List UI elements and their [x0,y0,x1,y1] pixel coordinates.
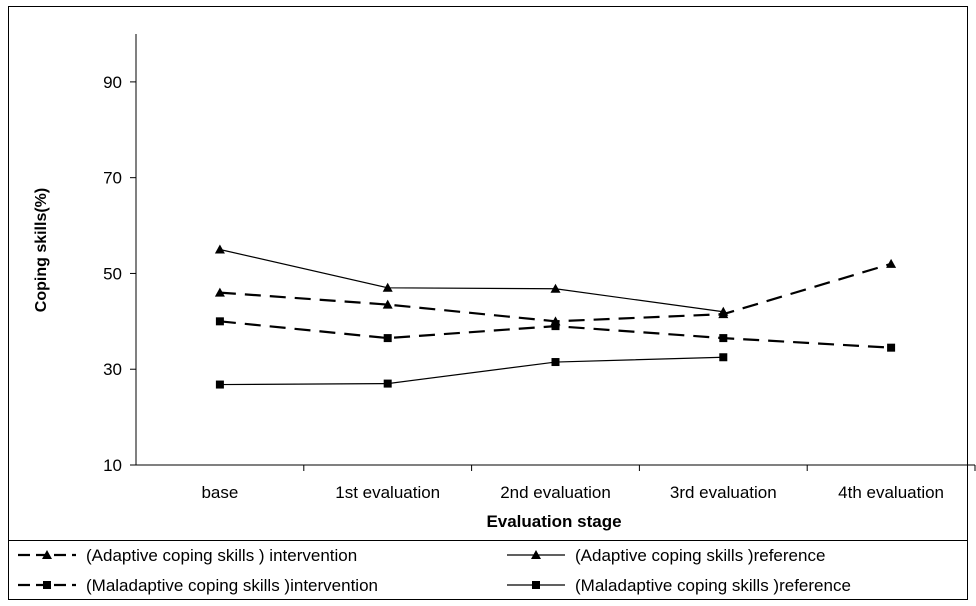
data-point-s3-1 [383,379,392,388]
series-line-1 [219,248,724,313]
legend-label-3: (Maladaptive coping skills )reference [575,576,851,595]
legend-label-2: (Maladaptive coping skills )intervention [86,576,378,595]
x-tick-label: 2nd evaluation [500,483,611,502]
y-tick-label: 70 [103,169,122,188]
x-tick-label: 1st evaluation [335,483,440,502]
legend-marker-1 [531,550,541,559]
y-tick-label: 90 [103,73,122,92]
data-point-s3-2 [551,358,560,367]
data-point-s1-2 [550,283,561,293]
x-axis-title: Evaluation stage [486,512,621,531]
x-tick-label: 4th evaluation [838,483,944,502]
x-tick-label: base [201,483,238,502]
data-point-s2-4 [887,343,896,352]
y-axis-title: Coping skills(%) [33,188,50,312]
legend-marker-2 [43,581,51,589]
data-point-s0-0 [214,287,225,297]
data-point-s1-0 [214,244,225,254]
data-point-s1-3 [718,306,729,316]
data-point-s0-4 [886,258,897,268]
data-point-s2-3 [719,334,728,343]
legend-box [8,540,968,600]
plot-area: 10 30 50 70 90 base 1st evaluation 2nd evaluati… [103,34,976,502]
legend-marker-0 [42,550,52,559]
data-point-s2-1 [383,334,392,343]
data-point-s3-0 [215,380,224,389]
series-line-3 [219,356,724,386]
y-tick-label: 10 [103,456,122,475]
chart-frame [8,6,968,600]
x-tick-label: 3rd evaluation [670,483,777,502]
legend: (Adaptive coping skills ) intervention (A… [8,540,968,600]
legend-marker-3 [532,581,540,589]
legend-label-1: (Adaptive coping skills )reference [575,546,825,565]
y-tick-label: 30 [103,360,122,379]
data-point-s0-1 [382,299,393,309]
data-point-s1-1 [382,282,393,292]
data-point-s2-0 [215,317,224,326]
data-point-s2-2 [551,322,560,331]
data-point-s3-3 [719,353,728,362]
y-tick-label: 50 [103,264,122,283]
legend-label-0: (Adaptive coping skills ) intervention [86,546,357,565]
